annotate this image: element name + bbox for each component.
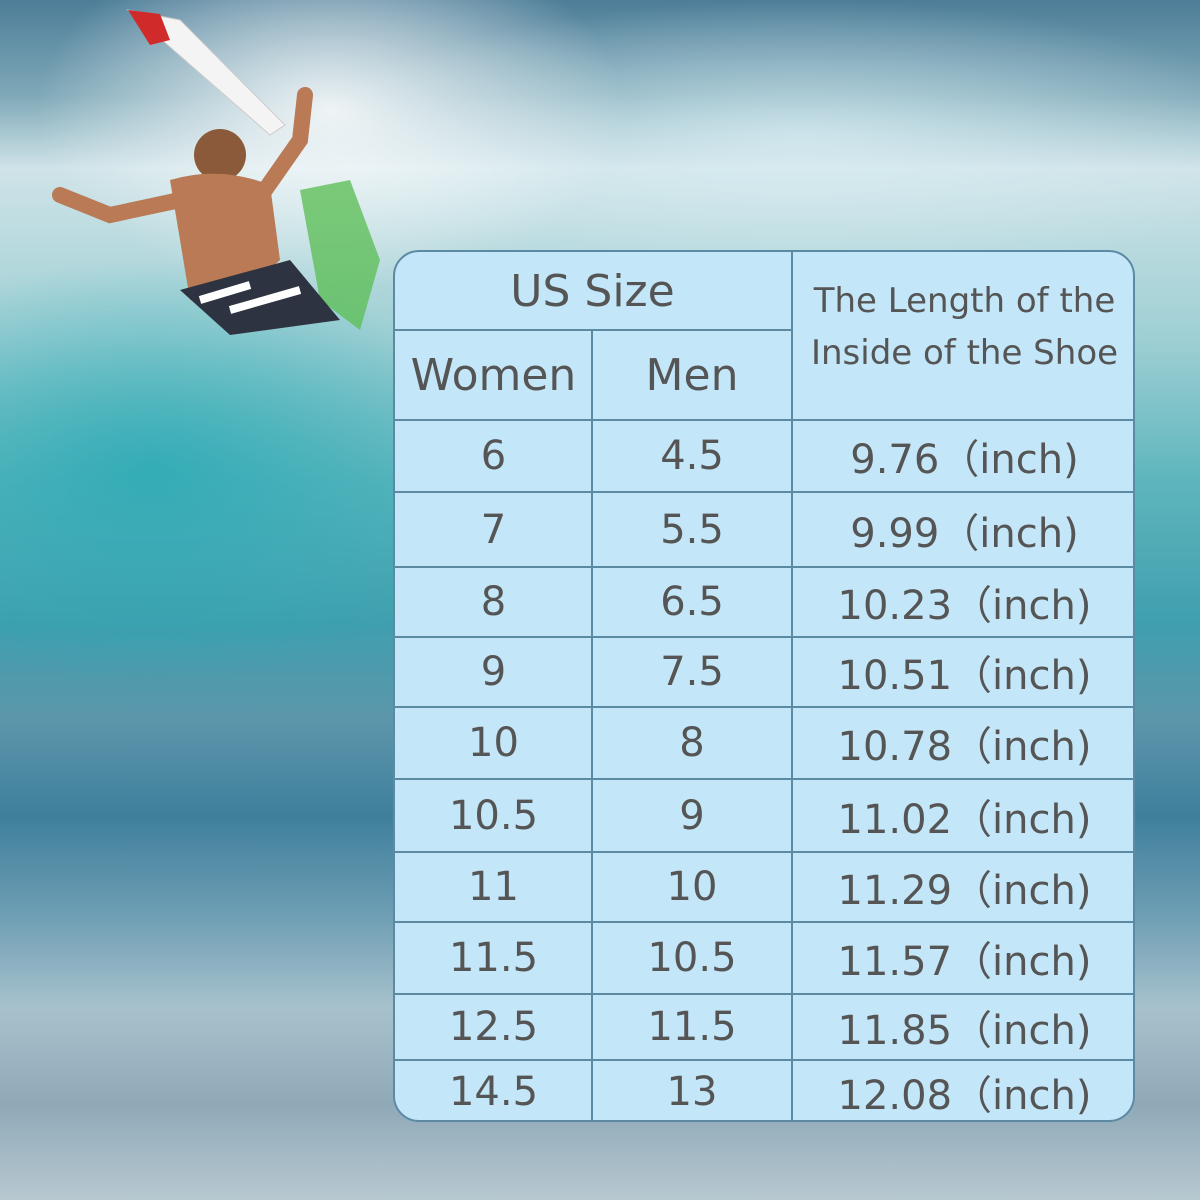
table-row: 10 8 10.78（inch) (395, 707, 1133, 780)
cell-length: 10.23（inch) (837, 583, 1092, 629)
cell-length: 10.51（inch) (837, 653, 1092, 699)
surfer (52, 87, 340, 335)
cell-women: 9 (480, 649, 507, 695)
table-row: 11.5 10.5 11.57（inch) (395, 922, 1133, 995)
header-length: The Length of the Inside of the Shoe (792, 272, 1133, 382)
cell-men: 5.5 (660, 506, 724, 553)
cell-length: 9.99（inch) (850, 510, 1079, 557)
table-row: 12.5 11.5 11.85（inch) (395, 994, 1133, 1061)
table-row: 11 10 11.29（inch) (395, 852, 1133, 923)
cell-women: 12.5 (448, 1004, 539, 1050)
cell-men: 6.5 (660, 579, 724, 625)
cell-length: 10.78（inch) (837, 724, 1092, 770)
surfboard (126, 9, 286, 136)
cell-men: 11.5 (647, 1004, 737, 1050)
header-us-size: US Size (510, 265, 675, 317)
cell-length: 11.85（inch) (837, 1008, 1092, 1054)
cell-women: 10 (468, 720, 519, 766)
table-row: 8 6.5 10.23（inch) (395, 567, 1133, 638)
cell-women: 11.5 (448, 935, 539, 981)
cell-length: 12.08（inch) (837, 1073, 1092, 1119)
table-row: 7 5.5 9.99（inch) (395, 492, 1133, 568)
cell-women: 6 (480, 433, 507, 479)
cell-men: 4.5 (660, 433, 724, 479)
table-row: 9 7.5 10.51（inch) (395, 637, 1133, 708)
cell-length: 11.57（inch) (837, 939, 1092, 985)
cell-men: 10 (666, 864, 718, 910)
cell-men: 13 (666, 1069, 718, 1115)
header-length-line2: Inside of the Shoe (810, 333, 1119, 373)
cell-women: 8 (480, 579, 507, 625)
cell-length: 11.29（inch) (837, 868, 1092, 914)
header-women: Women (410, 349, 577, 401)
cell-women: 7 (480, 506, 507, 553)
cell-men: 7.5 (660, 649, 724, 695)
cell-men: 10.5 (647, 935, 737, 981)
cell-men: 9 (679, 792, 705, 839)
table-row: 6 4.5 9.76（inch) (395, 420, 1133, 493)
surfer-photo (52, 9, 380, 335)
table-row: 10.5 9 11.02（inch) (395, 779, 1133, 853)
header-length-line1: The Length of the (813, 281, 1116, 321)
cell-women: 14.5 (448, 1069, 539, 1115)
table-row: 14.5 13 12.08（inch) (395, 1060, 1133, 1120)
header-men: Men (645, 349, 739, 401)
cell-women: 11 (468, 864, 519, 910)
cell-women: 10.5 (448, 792, 539, 839)
cell-men: 8 (679, 720, 705, 766)
cell-length: 11.02（inch) (837, 796, 1092, 843)
size-chart-table: US Size Women Men The Length of the Insi… (393, 250, 1135, 1122)
green-board (300, 180, 380, 330)
cell-length: 9.76（inch) (850, 437, 1079, 483)
